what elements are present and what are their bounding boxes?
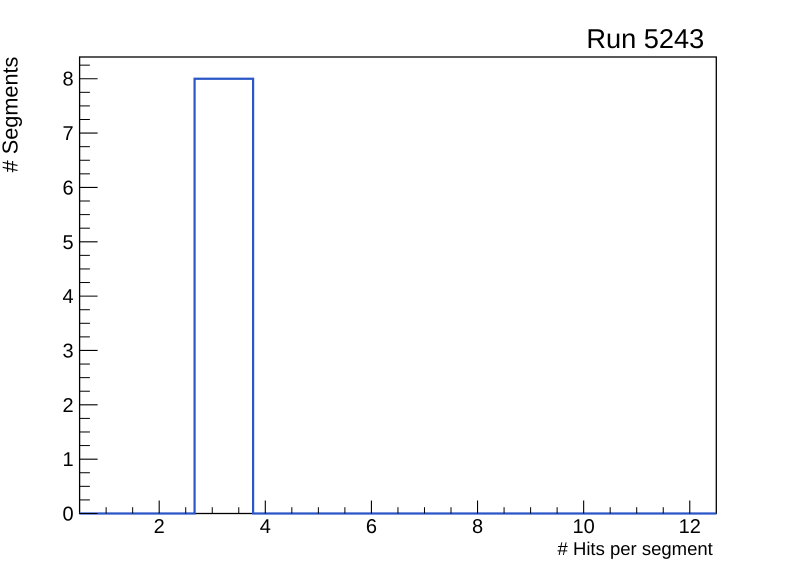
svg-text:4: 4 [260, 516, 271, 538]
svg-text:12: 12 [679, 516, 701, 538]
svg-text:1: 1 [62, 449, 73, 471]
svg-text:8: 8 [62, 69, 73, 91]
svg-text:Run 5243: Run 5243 [586, 23, 704, 54]
svg-text:6: 6 [366, 516, 377, 538]
svg-text:0: 0 [62, 504, 73, 526]
svg-text:8: 8 [472, 516, 483, 538]
svg-text:3: 3 [62, 340, 73, 362]
svg-text:4: 4 [62, 286, 73, 308]
svg-text:2: 2 [154, 516, 165, 538]
svg-text:# Segments: # Segments [0, 56, 23, 172]
svg-text:7: 7 [62, 123, 73, 145]
svg-text:10: 10 [573, 516, 595, 538]
svg-text:5: 5 [62, 232, 73, 254]
svg-text:6: 6 [62, 177, 73, 199]
svg-text:# Hits per segment: # Hits per segment [558, 538, 713, 559]
svg-text:2: 2 [62, 395, 73, 417]
